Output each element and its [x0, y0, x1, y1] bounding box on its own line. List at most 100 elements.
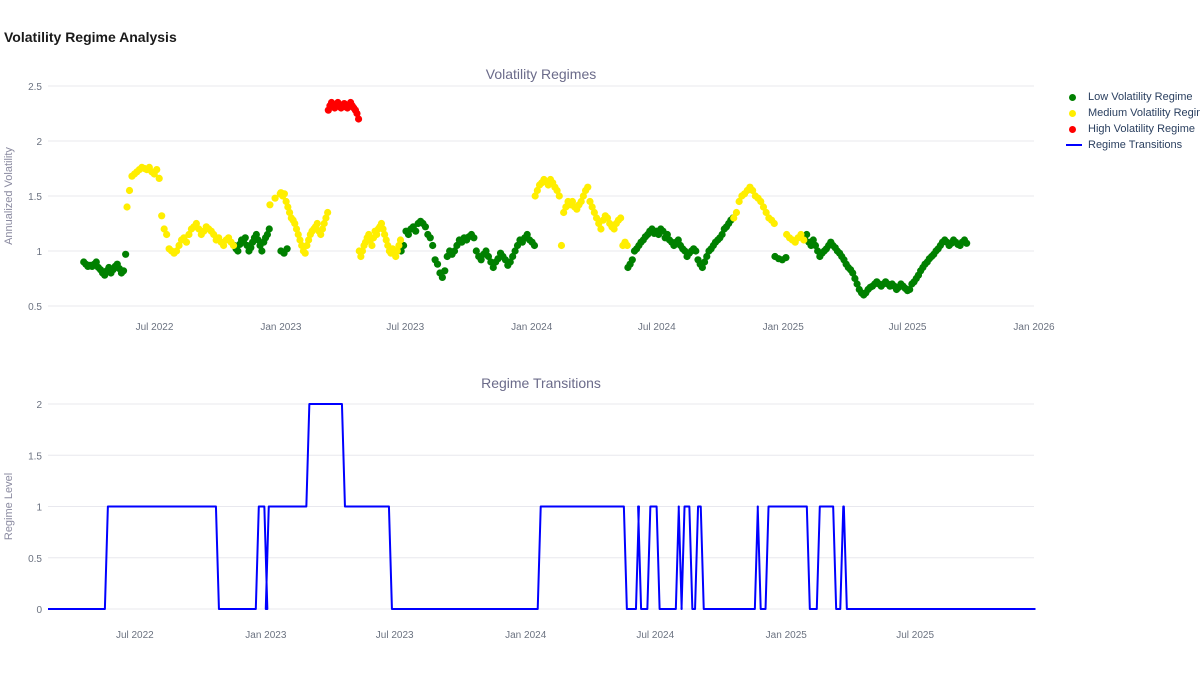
data-point [285, 208, 294, 217]
x-tick-label: Jul 2024 [636, 630, 674, 641]
legend-label-high: High Volatility Regime [1088, 123, 1195, 135]
data-point [353, 109, 361, 118]
data-point [123, 203, 131, 211]
legend-label-medium: Medium Volatility Regime [1088, 107, 1200, 119]
data-point [803, 230, 811, 239]
data-point [906, 285, 914, 294]
data-point [698, 263, 706, 272]
data-point [610, 225, 618, 233]
data-point [381, 230, 389, 239]
data-point [234, 247, 242, 255]
y-tick-label: 1 [36, 503, 42, 514]
y-tick-label: 2 [36, 137, 42, 148]
data-point [395, 241, 403, 250]
data-point [568, 197, 577, 206]
data-point [313, 219, 321, 228]
data-point [853, 280, 861, 288]
legend[interactable]: Low Volatility Regime Medium Volatility … [1062, 89, 1200, 153]
data-point [263, 230, 272, 239]
x-tick-label: Jan 2024 [505, 630, 547, 641]
data-point [317, 230, 325, 239]
data-point [175, 241, 183, 250]
x-tick-label: Jul 2025 [896, 630, 934, 641]
x-tick-label: Jul 2022 [116, 630, 154, 641]
data-point [809, 236, 817, 244]
data-point [271, 194, 279, 202]
data-point [393, 247, 401, 255]
data-point [379, 225, 387, 233]
data-point [160, 225, 168, 233]
legend-item-transitions[interactable]: Regime Transitions [1062, 137, 1200, 153]
data-point [735, 197, 743, 206]
data-point [482, 247, 490, 255]
data-point [506, 258, 514, 266]
data-point [192, 219, 200, 228]
data-point [851, 274, 859, 283]
data-point [703, 252, 711, 261]
data-point [762, 208, 770, 217]
data-point [759, 203, 768, 211]
data-point [320, 219, 328, 228]
data-point [125, 186, 134, 195]
data-point [509, 252, 517, 261]
data-point [586, 197, 594, 206]
x-tick-label: Jan 2023 [245, 630, 287, 641]
data-point [718, 230, 726, 239]
x-tick-label: Jan 2025 [766, 630, 808, 641]
data-point [749, 186, 757, 195]
data-point [477, 256, 485, 264]
data-point [229, 241, 238, 250]
data-point [553, 186, 561, 195]
data-point [597, 225, 605, 233]
data-point [692, 247, 700, 255]
data-point [782, 254, 790, 262]
data-point [663, 230, 671, 239]
data-point [470, 234, 478, 242]
page-title: Volatility Regime Analysis [4, 29, 177, 45]
data-point [732, 208, 741, 217]
data-point [412, 227, 420, 235]
data-point [484, 252, 493, 261]
data-point [185, 230, 193, 239]
data-point [770, 219, 778, 228]
data-point [533, 186, 541, 195]
data-point [523, 230, 531, 239]
data-point [220, 241, 228, 250]
legend-label-low: Low Volatility Regime [1088, 91, 1193, 103]
data-point [291, 219, 299, 228]
legend-label-transitions: Regime Transitions [1088, 139, 1183, 151]
data-point [155, 174, 163, 182]
data-point [303, 241, 311, 250]
legend-item-low[interactable]: Low Volatility Regime [1062, 89, 1200, 105]
data-point [241, 234, 249, 242]
data-point [284, 203, 292, 211]
data-point [797, 230, 805, 239]
legend-item-high[interactable]: High Volatility Regime [1062, 121, 1200, 137]
data-point [377, 219, 386, 228]
x-tick-label: Jan 2026 [1013, 322, 1055, 333]
legend-marker-high-icon [1062, 125, 1082, 133]
x-tick-label: Jan 2024 [511, 322, 553, 333]
data-point [301, 249, 309, 257]
series-line [48, 403, 1036, 610]
data-point [254, 236, 262, 244]
data-point [441, 267, 449, 275]
subplot-title: Regime Transitions [481, 375, 601, 391]
data-point [674, 236, 682, 244]
data-point [590, 208, 598, 217]
data-point [322, 214, 330, 222]
x-tick-label: Jan 2023 [260, 322, 302, 333]
data-point [305, 236, 313, 244]
data-point [382, 236, 390, 244]
data-point [266, 201, 274, 209]
data-point [392, 252, 400, 261]
data-point [354, 115, 363, 123]
data-point [560, 208, 568, 217]
data-point [603, 214, 612, 222]
data-point [577, 197, 585, 206]
data-point [357, 252, 365, 261]
legend-item-medium[interactable]: Medium Volatility Regime [1062, 105, 1200, 121]
data-point [153, 166, 161, 174]
y-tick-label: 1.5 [28, 451, 42, 462]
